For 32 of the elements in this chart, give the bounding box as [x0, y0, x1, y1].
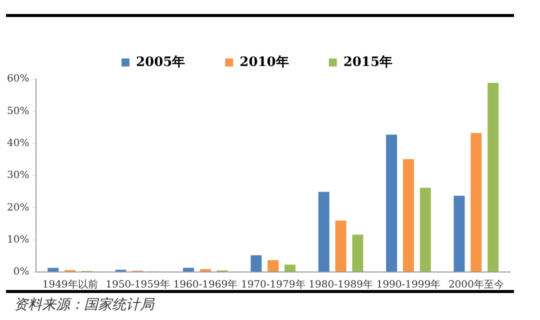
bar: [454, 196, 465, 272]
bar: [284, 264, 296, 272]
y-tick-label: 10%: [6, 234, 30, 246]
x-tick-label: 1950-1959年: [106, 278, 170, 291]
y-tick-label: 60%: [6, 74, 30, 85]
legend-label: 2015年: [343, 54, 393, 70]
bar: [318, 192, 330, 272]
y-tick-label: 40%: [6, 138, 30, 149]
x-tick-label: 1949年以前: [42, 278, 98, 291]
legend-label: 2005年: [136, 54, 186, 70]
bar: [48, 268, 59, 272]
x-tick-label: 1960-1969年: [173, 278, 238, 291]
x-tick-label: 1970-1979年: [240, 278, 306, 291]
x-tick-label: 1990-1999年: [376, 278, 441, 291]
bar: [250, 255, 262, 272]
bar: [268, 260, 279, 272]
bar: [402, 159, 414, 272]
x-tick-label: 1980-1989年: [308, 278, 373, 291]
bar: [335, 220, 346, 272]
bar: [470, 133, 482, 272]
bar: [420, 188, 431, 272]
y-tick-label: 30%: [6, 170, 30, 182]
bar: [386, 134, 398, 272]
bar: [352, 234, 364, 272]
text: 资料来源：国家统计局: [14, 296, 154, 314]
bar: [488, 82, 499, 272]
legend-label: 2010年: [240, 54, 289, 70]
bar: [183, 268, 194, 272]
y-tick-label: 20%: [6, 202, 30, 214]
y-tick-label: 0%: [13, 266, 30, 278]
x-tick-label: 2000年至今: [448, 278, 504, 291]
y-tick-label: 50%: [6, 106, 30, 117]
